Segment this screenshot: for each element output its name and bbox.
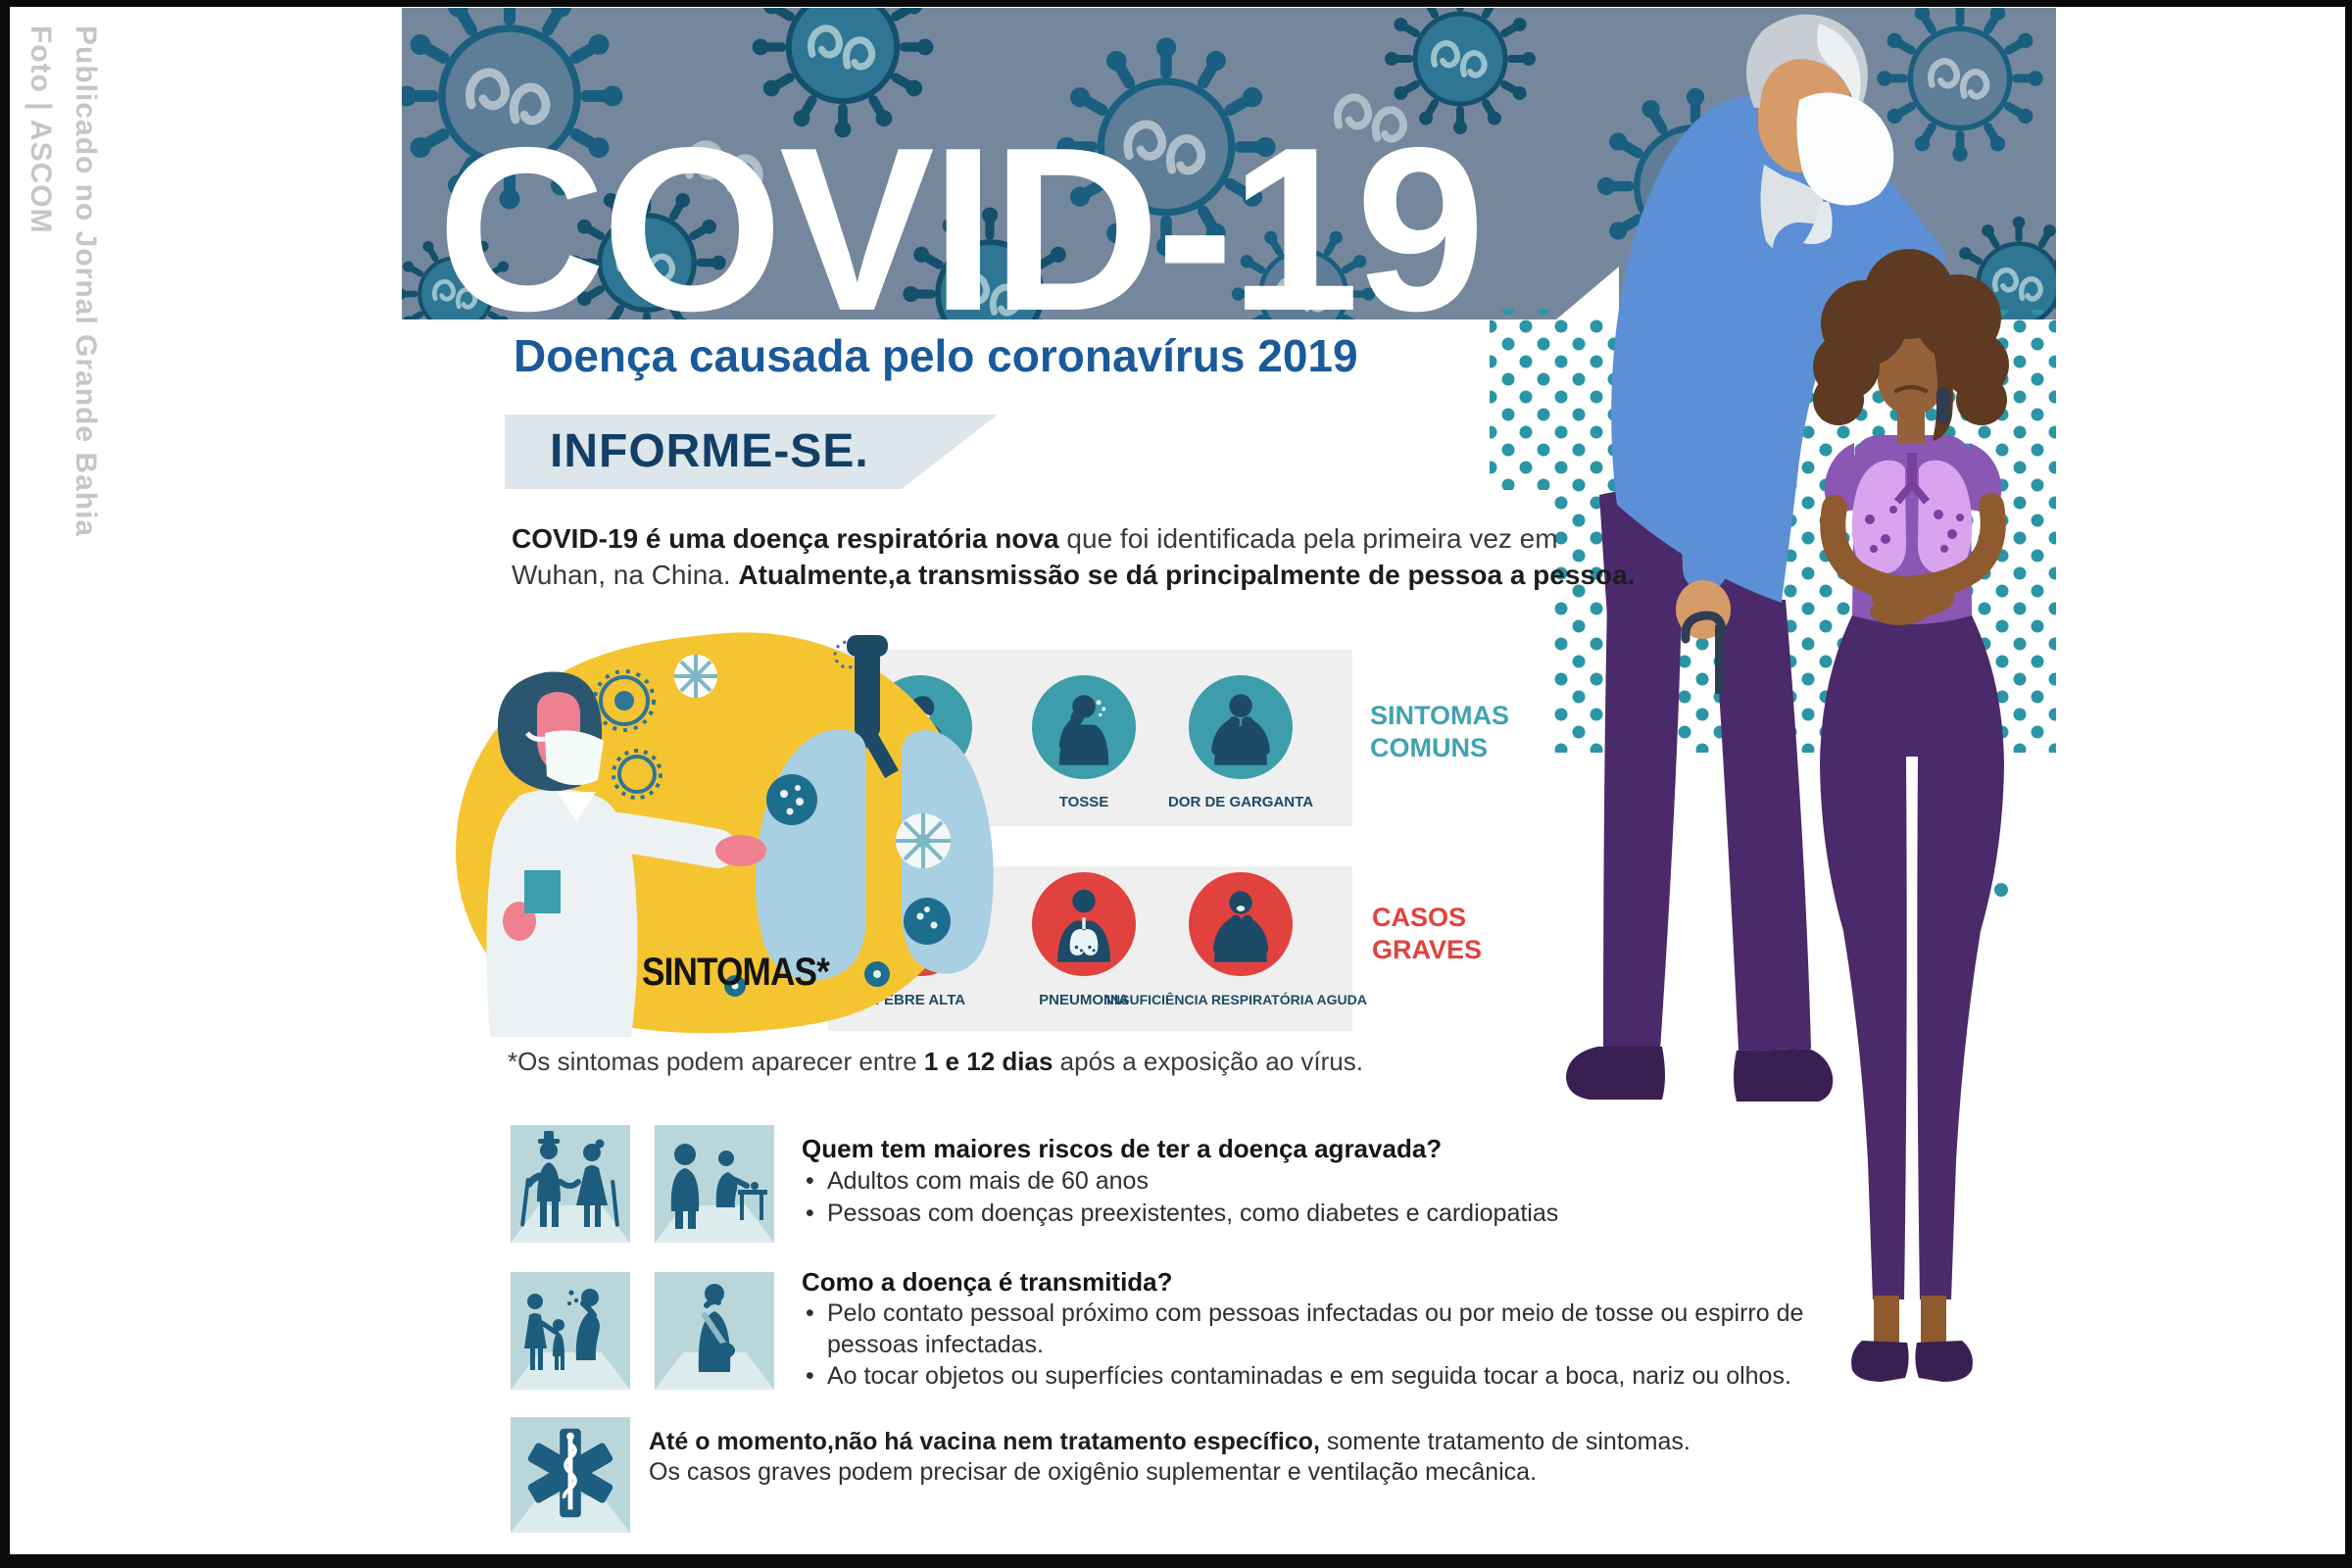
frame-border-right: [2345, 0, 2352, 1568]
medical-checkup-icon: [670, 1144, 767, 1229]
virus-decorations: [593, 640, 862, 800]
transmission-tile-2: [655, 1272, 774, 1390]
frame-border-left: [0, 0, 10, 1568]
transmission-bullet: • Ao tocar objetos ou superfícies contami…: [806, 1362, 1791, 1390]
severe-circle-insuficiencia: [1189, 872, 1293, 976]
severe-label: FEBRE ALTA: [874, 992, 966, 1008]
risk-bullet: • Pessoas com doenças preexistentes, como…: [806, 1200, 1559, 1227]
afro-hair: [1813, 249, 2009, 441]
severe-label: INSUFICIÊNCIA RESPIRATÓRIA AGUDA: [1106, 992, 1367, 1007]
sintomas-heading: SINTOMAS*: [642, 951, 830, 994]
sick-woman-illustration: [1813, 249, 2009, 1382]
publication-credit: Publicado no Jornal Grande Bahia: [70, 25, 102, 538]
intro-paragraph: COVID-19 é uma doença respiratória nova …: [512, 520, 1635, 593]
photo-credit: Foto | ASCOM: [24, 25, 57, 234]
symptom-label: DOR DE GARGANTA: [1167, 794, 1314, 810]
elderly-couple-icon: [520, 1131, 619, 1227]
severe-label: PNEUMONIA: [1039, 992, 1129, 1008]
family-contact-icon: [524, 1289, 600, 1370]
symptom-label: TOSSE: [1058, 794, 1109, 810]
symptom-circle-tosse: [1032, 675, 1136, 779]
cough-icon: [1058, 695, 1109, 765]
severe-cases-title: CASOS GRAVES: [1372, 903, 1483, 964]
transmission-heading: Como a doença é transmitida?: [802, 1267, 1173, 1297]
risk-tile-1: [511, 1125, 630, 1243]
callout-banner: INFORME-SE.: [505, 415, 998, 489]
transmission-section: Como a doença é transmitida? • Pelo conta…: [802, 1266, 1803, 1392]
risk-heading: Quem tem maiores riscos de ter a doença …: [802, 1134, 1443, 1163]
page-title: COVID-19: [437, 100, 1486, 360]
risk-tile-2: [655, 1125, 774, 1243]
symptom-circle-garganta: [1189, 675, 1293, 779]
sore-throat-icon: [1211, 694, 1270, 765]
transmission-tile-1: [511, 1272, 630, 1390]
transmission-bullet: • Pelo contato pessoal próximo com pessoa…: [806, 1299, 1804, 1358]
treatment-line-2: Os casos graves podem precisar de oxigên…: [649, 1458, 1538, 1486]
risk-bullet: • Adultos com mais de 60 anos: [806, 1167, 1149, 1195]
star-of-life-icon: [527, 1428, 613, 1518]
severe-circle-pneumonia: [1032, 872, 1136, 976]
pneumonia-icon: [1057, 889, 1110, 962]
page-subtitle: Doença causada pelo coronavírus 2019: [514, 330, 1358, 381]
frame-border-bottom: [0, 1554, 2352, 1568]
common-symptoms-title: SINTOMAS COMUNS: [1370, 701, 1510, 762]
intro-line-1: COVID-19 é uma doença respiratória nova …: [512, 523, 1558, 554]
treatment-line-1: Até o momento,não há vacina nem tratamen…: [649, 1428, 1690, 1455]
elderly-man-illustration: [1566, 14, 1945, 1102]
treatment-section: Até o momento,não há vacina nem tratamen…: [649, 1427, 1727, 1488]
doctor-lungs-illustration: [456, 632, 994, 1037]
person-cough-icon: [698, 1284, 735, 1372]
acute-respiratory-failure-icon: [1212, 891, 1269, 962]
callout-text: INFORME-SE.: [550, 425, 869, 477]
intro-line-2: Wuhan, na China. Atualmente,a transmissã…: [512, 560, 1636, 590]
virus-on-lungs: [724, 774, 951, 997]
frame-border-top: [0, 0, 2352, 7]
symptoms-footnote: *Os sintomas podem aparecer entre 1 e 12…: [508, 1047, 1363, 1076]
risk-section: Quem tem maiores riscos de ter a doença …: [802, 1133, 1791, 1230]
treatment-tile: [511, 1417, 630, 1533]
doctor-figure: [486, 671, 766, 1037]
